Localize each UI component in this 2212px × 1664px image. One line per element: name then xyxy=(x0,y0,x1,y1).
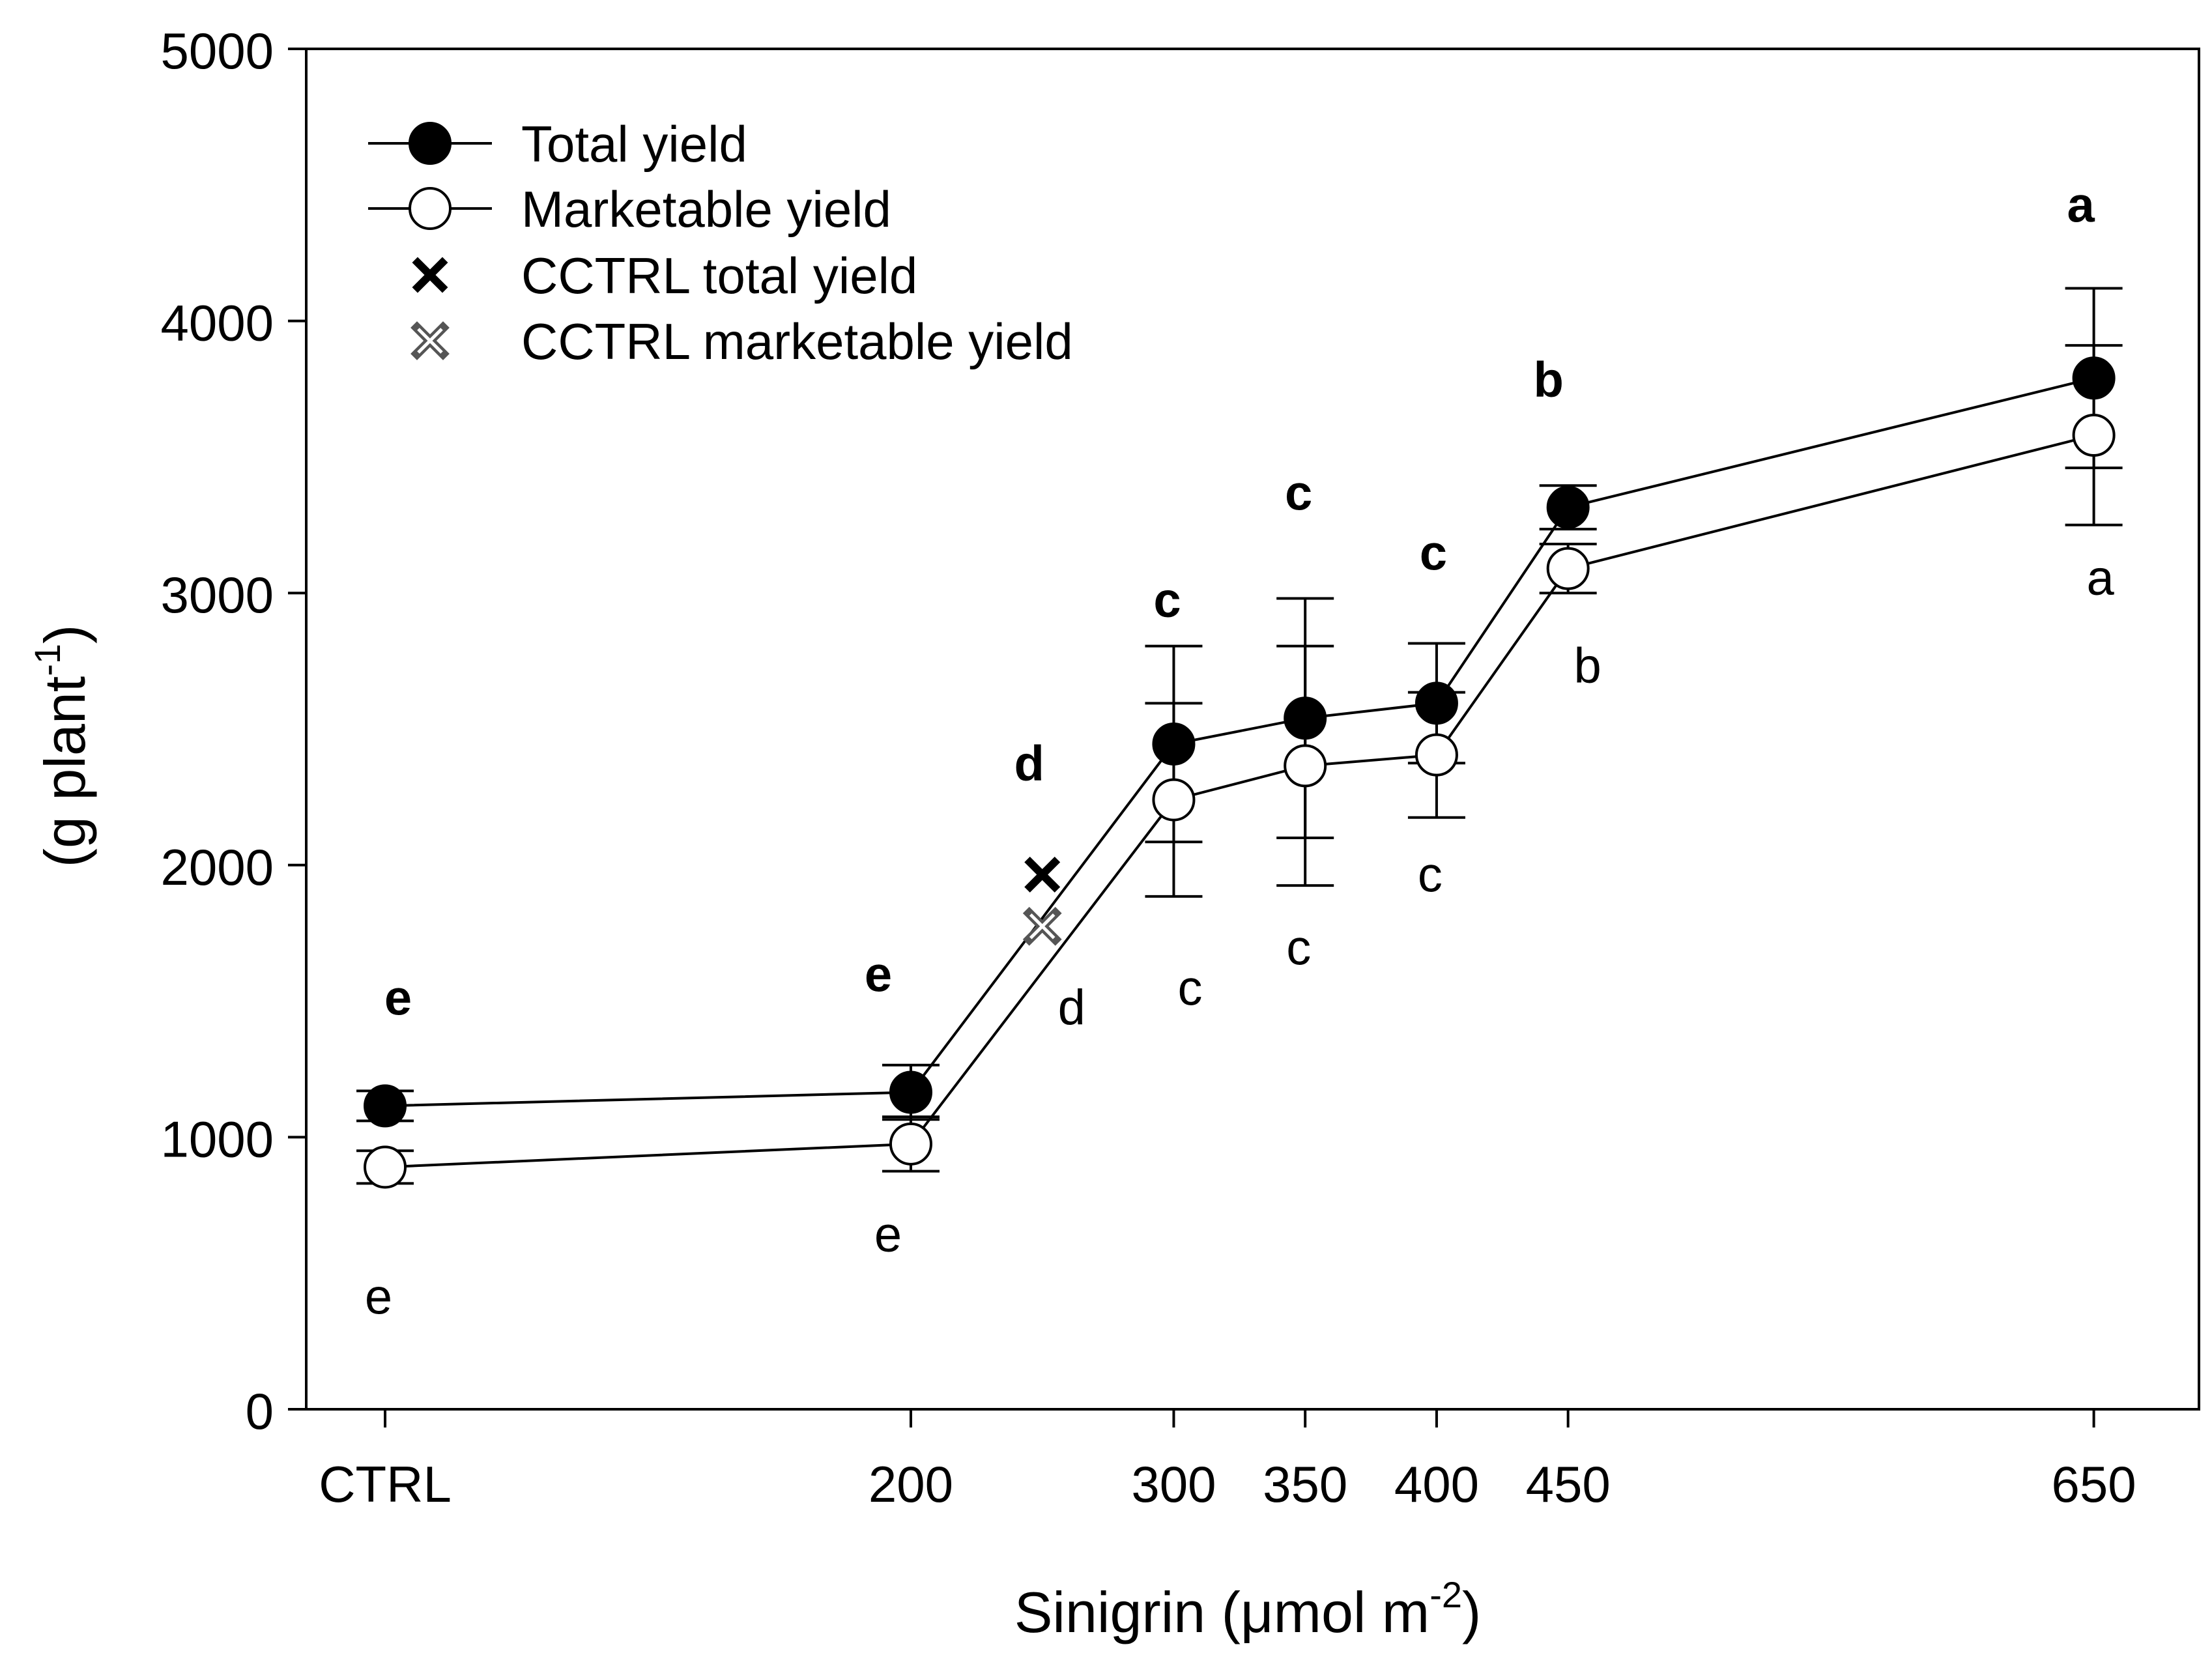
y-tick-label: 3000 xyxy=(160,566,274,624)
y-tick-label: 2000 xyxy=(160,839,274,896)
cctrl-total-letter: d xyxy=(1014,736,1044,791)
legend-label: Total yield xyxy=(521,115,747,173)
total-yield-letter: c xyxy=(1420,525,1447,581)
x-tick-label: 450 xyxy=(1526,1456,1611,1513)
legend: Total yield Marketable yield CCTRL total y… xyxy=(368,115,1073,370)
x-axis-label-main: Sinigrin (μmol m xyxy=(1014,1580,1429,1644)
marketable-yield-point xyxy=(1546,547,1590,590)
plot-frame xyxy=(305,48,2200,1411)
x-axis-label-sup: -2 xyxy=(1429,1574,1462,1615)
marketable-yield-point xyxy=(1415,733,1458,777)
y-tick-label: 5000 xyxy=(160,22,274,79)
legend-label: CCTRL marketable yield xyxy=(521,313,1073,370)
x-tick-label: 650 xyxy=(2052,1456,2136,1513)
marketable-yield-point xyxy=(1152,778,1196,822)
y-tick-label: 1000 xyxy=(160,1110,274,1168)
total-yield-point xyxy=(1284,696,1327,740)
marketable-yield-letter: c xyxy=(1177,961,1202,1016)
cctrl-total-yield-point xyxy=(1024,856,1061,893)
marketable-yield-point xyxy=(409,187,452,230)
total-yield-point xyxy=(409,122,452,165)
total-yield-point xyxy=(1415,681,1458,725)
x-tick-label: 400 xyxy=(1394,1456,1479,1513)
y-axis-label: (g plant-1) xyxy=(27,625,97,868)
total-yield-letter: c xyxy=(1285,465,1312,521)
marketable-yield-point xyxy=(2072,413,2116,457)
marketable-yield-letter: e xyxy=(874,1207,902,1263)
cctrl-total-yield-point xyxy=(412,257,448,293)
total-yield-letter: e xyxy=(384,970,412,1026)
marketable-yield-point xyxy=(1284,744,1327,788)
x-axis-label-end: ) xyxy=(1462,1580,1481,1644)
x-tick-label: CTRL xyxy=(319,1456,452,1513)
total-yield-line xyxy=(384,377,2095,1108)
cctrl-marketable-letter: d xyxy=(1058,980,1085,1035)
cctrl-marketable-yield-point xyxy=(1022,906,1062,946)
total-yield-letter: c xyxy=(1153,573,1181,628)
marketable-yield-letter: b xyxy=(1574,638,1602,694)
legend-label: Marketable yield xyxy=(521,180,891,238)
plot-area: e e c c c b a e e c c c b a d d xyxy=(356,177,2123,1325)
total-yield-letter: a xyxy=(2067,177,2095,233)
total-yield-letter: e xyxy=(865,947,892,1002)
y-axis-label-main: (g plant xyxy=(33,676,97,868)
y-axis-label-end: ) xyxy=(33,625,97,644)
total-yield-point xyxy=(1546,485,1590,529)
total-yield-point xyxy=(889,1070,932,1114)
x-tick-label: 350 xyxy=(1263,1456,1347,1513)
marketable-yield-letter: c xyxy=(1418,848,1443,903)
y-axis-label-sup: -1 xyxy=(27,644,68,676)
cross-inner xyxy=(1029,913,1056,940)
x-tick-label: 300 xyxy=(1131,1456,1216,1513)
legend-label: CCTRL total yield xyxy=(521,247,917,304)
marketable-yield-line xyxy=(384,434,2095,1169)
marketable-yield-point xyxy=(889,1122,932,1166)
cross-inner xyxy=(417,328,443,354)
x-tick-label: 200 xyxy=(869,1456,953,1513)
y-tick-label: 0 xyxy=(246,1383,274,1440)
marketable-yield-letter: a xyxy=(2086,551,2114,606)
axes: 0 1000 2000 3000 4000 5000 CTRL 200 300 350 400 450… xyxy=(160,22,2200,1513)
marketable-yield-letter: c xyxy=(1286,920,1311,975)
total-yield-point xyxy=(1152,722,1196,766)
x-axis-label: Sinigrin (μmol m-2) xyxy=(1014,1574,1482,1644)
y-tick-label: 4000 xyxy=(160,294,274,352)
marketable-yield-point xyxy=(364,1145,407,1189)
cctrl-marketable-yield-point xyxy=(410,321,450,360)
total-yield-point xyxy=(2072,356,2116,400)
total-yield-letter: b xyxy=(1533,352,1563,408)
marketable-yield-letter: e xyxy=(365,1269,392,1325)
total-yield-point xyxy=(364,1084,407,1128)
